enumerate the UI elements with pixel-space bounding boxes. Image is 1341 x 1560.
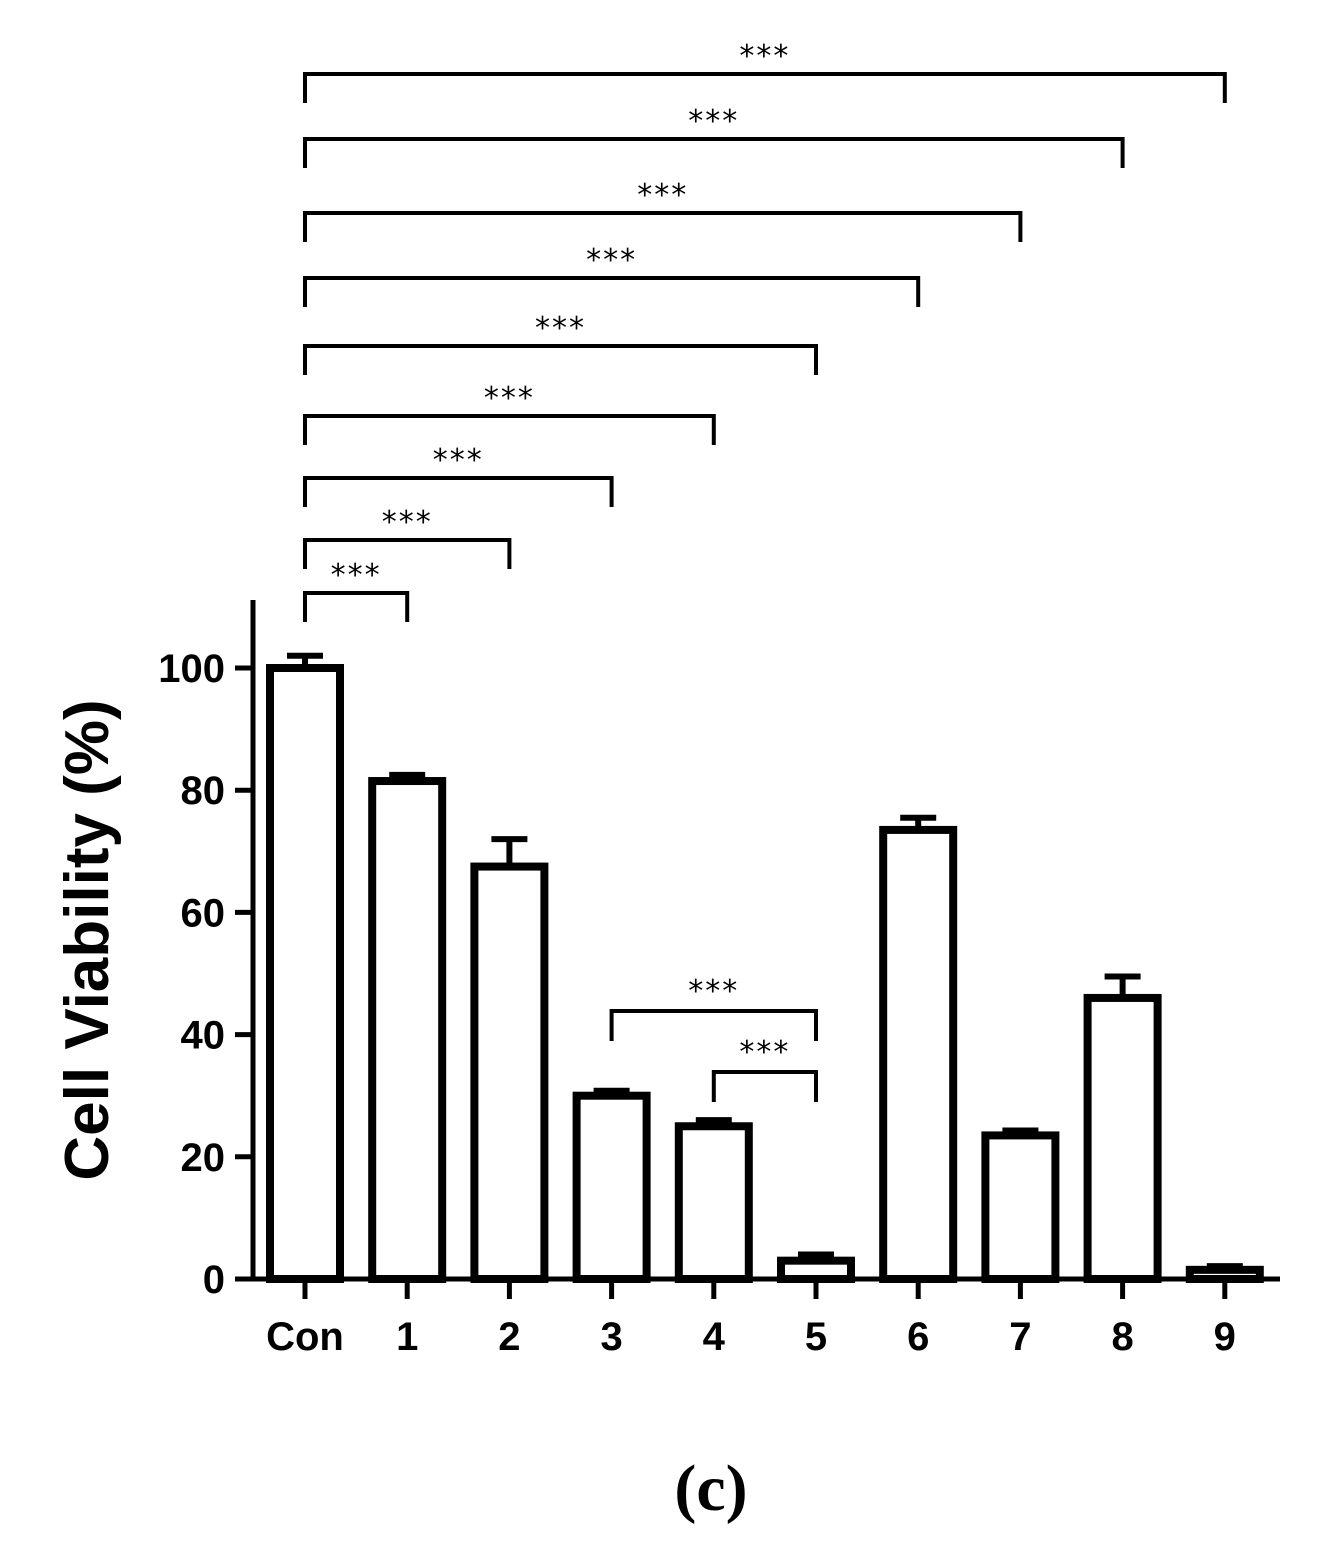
x-tick-label: 5 <box>805 1315 827 1359</box>
sig-bracket <box>303 344 818 375</box>
x-tick-label: 6 <box>907 1315 929 1359</box>
x-tick-label: 2 <box>498 1315 520 1359</box>
x-tick-label: 1 <box>396 1315 418 1359</box>
x-tick-label: 8 <box>1111 1315 1133 1359</box>
sig-bracket <box>303 538 512 569</box>
sig-bracket <box>711 1070 818 1102</box>
x-tick-label: 7 <box>1009 1315 1031 1359</box>
panel-label: (c) <box>674 1452 747 1525</box>
bar <box>777 1256 855 1284</box>
sig-label: *** <box>331 558 382 593</box>
bar <box>266 664 344 1283</box>
x-tick-label: 9 <box>1214 1315 1236 1359</box>
sig-bracket <box>609 1009 818 1041</box>
sig-bracket <box>303 137 1125 168</box>
sig-bracket <box>303 211 1023 242</box>
y-tick-label: 40 <box>181 1014 226 1058</box>
bar <box>368 777 447 1283</box>
sig-label: *** <box>382 505 433 540</box>
bar <box>572 1091 651 1283</box>
sig-label: *** <box>739 39 790 74</box>
bar <box>1083 993 1162 1283</box>
sig-bracket <box>303 414 716 445</box>
x-tick-label: 4 <box>703 1315 726 1359</box>
bar <box>981 1131 1060 1284</box>
sig-label: *** <box>484 381 535 416</box>
sig-bracket <box>303 591 410 622</box>
bar <box>1185 1265 1264 1283</box>
y-tick-label: 60 <box>181 891 226 935</box>
bars <box>266 652 1264 1284</box>
sig-label: *** <box>688 974 739 1009</box>
x-tick-label: Con <box>266 1315 344 1359</box>
sig-bracket <box>303 72 1227 103</box>
sig-label: *** <box>535 311 586 346</box>
y-tick-label: 100 <box>158 647 225 691</box>
bar <box>674 1122 753 1283</box>
sig-label: *** <box>433 443 484 478</box>
sig-label: *** <box>586 243 637 278</box>
y-tick-label: 0 <box>203 1258 225 1302</box>
y-axis-title: Cell Viability (%) <box>53 699 122 1180</box>
bar <box>470 862 549 1283</box>
bar <box>879 825 958 1283</box>
sig-bracket <box>303 276 921 307</box>
y-tick-label: 20 <box>181 1136 226 1180</box>
sig-label: *** <box>688 104 739 139</box>
sig-bracket <box>303 476 614 507</box>
significance-brackets: ********************************* <box>303 39 1227 1102</box>
y-axis-title-group: Cell Viability (%) <box>53 699 122 1180</box>
sig-label: *** <box>739 1035 790 1070</box>
y-tick-label: 80 <box>181 769 226 813</box>
x-tick-label: 3 <box>600 1315 622 1359</box>
sig-label: *** <box>637 178 688 213</box>
